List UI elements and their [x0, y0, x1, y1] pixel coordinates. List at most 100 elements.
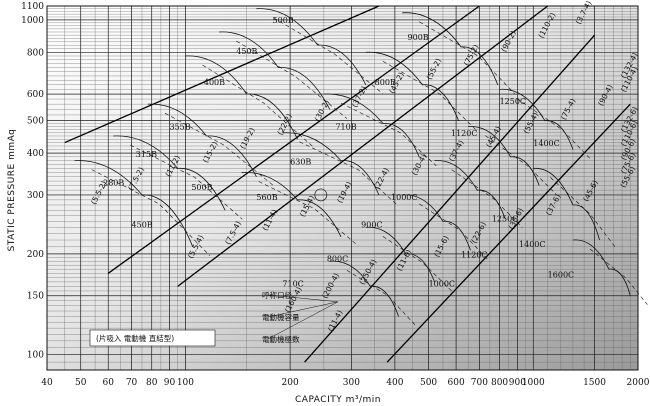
motor-limit-1000C [451, 169, 523, 228]
x-tick-label: 100 [177, 378, 194, 388]
x-tick-label: 1000 [522, 378, 545, 388]
motor-limit-800C [382, 236, 452, 292]
region-boundary [64, 5, 380, 144]
fan-curve-800B [365, 51, 459, 121]
y-tick-label: 200 [27, 250, 44, 260]
legend-title: (片吸入 電動機 直結型) [96, 333, 174, 343]
fan-curve-630B [282, 132, 380, 196]
fan-curve-900C [402, 194, 471, 251]
motor-limit-355B [164, 112, 274, 186]
region-label: 450B [236, 47, 257, 56]
x-tick-label: 800 [491, 378, 508, 388]
legend-item: 電動機容量 [262, 312, 300, 322]
x-tick-label: 2000 [627, 378, 650, 388]
legend-leader [267, 301, 339, 340]
y-tick-label: 100 [27, 351, 44, 361]
region-boundary [177, 5, 549, 287]
y-tick-label: 600 [27, 90, 44, 100]
fan-curve-710B [323, 93, 420, 157]
region-label: 900B [408, 33, 429, 42]
motor-limit-500B [273, 17, 384, 95]
region-label: 1000C [429, 279, 455, 288]
grid [46, 5, 639, 371]
region-boundary [386, 103, 631, 363]
region-label: 1250C [492, 214, 518, 223]
fan-curve-450B [219, 31, 331, 110]
y-ticks: 100 150 200 300 400 500 600 800 1000 1100 [21, 2, 44, 361]
region-label: 1250C [500, 97, 526, 106]
region-label: 1000C [391, 193, 417, 202]
fan-curve-1600C [572, 239, 631, 296]
fan-curve-900B [402, 12, 499, 85]
region-label: 1120C [461, 251, 487, 260]
series-curves [74, 8, 648, 326]
x-tick-label: 500 [420, 378, 437, 388]
motor-limit-900B [419, 21, 516, 95]
y-axis-title: STATIC PRESSURE mmAq [7, 129, 17, 252]
region-label: 710C [282, 279, 303, 288]
region-label: 450B [132, 220, 153, 229]
motor-limit-315B [130, 144, 243, 220]
fan-curve-1000C [434, 160, 506, 219]
x-tick-label: 90 [164, 378, 176, 388]
region-boundary [304, 34, 596, 363]
x-tick-label: 600 [448, 378, 465, 388]
region-boundary [107, 5, 480, 274]
region-label: 315B [136, 150, 157, 159]
x-tick-label: 40 [41, 378, 53, 388]
x-tick-label: 700 [471, 378, 488, 388]
region-label: 1400C [519, 240, 545, 249]
y-tick-label: 300 [27, 191, 44, 201]
x-tick-label: 1500 [583, 378, 606, 388]
region-labels: 280B 315B 355B 400B 450B 500B 450B 500B 560B 630B… [103, 16, 574, 289]
region-label: 630B [290, 157, 311, 166]
fan-curve-400B [185, 55, 298, 140]
x-ticks: 40 50 60 70 80 90 100 200 300 400 500 600 700 800 9001… [41, 378, 649, 388]
x-tick-label: 70 [126, 378, 138, 388]
region-label: 400B [204, 78, 225, 87]
region-label: 1120C [451, 129, 477, 138]
x-tick-label: 60 [103, 378, 115, 388]
x-tick-label: 900 [509, 378, 526, 388]
motor-limit-450B [236, 40, 348, 119]
region-label: 800C [327, 254, 348, 263]
y-tick-label: 400 [27, 149, 44, 159]
y-tick-label: 800 [27, 48, 44, 58]
legend-item: 電動機極数 [262, 334, 300, 344]
fan-curve-1400C [533, 167, 600, 241]
region-label: 800B [375, 78, 396, 87]
region-label: 1600C [548, 271, 574, 280]
fan-curve-355B [147, 103, 257, 177]
motor-limit-800B [382, 61, 476, 130]
fan-curve-710C [329, 260, 399, 317]
x-tick-label: 400 [386, 378, 403, 388]
region-label: 560B [256, 193, 277, 202]
motor-limit-900C [419, 203, 488, 260]
region-label: 500B [191, 183, 212, 192]
fan-curve-800C [365, 226, 435, 283]
x-tick-label: 80 [146, 378, 158, 388]
legend-leader [267, 294, 339, 303]
x-tick-label: 50 [75, 378, 87, 388]
x-tick-label: 200 [282, 378, 299, 388]
legend-leader [267, 301, 339, 318]
y-tick-label: 150 [27, 292, 44, 302]
plot-frame [46, 5, 639, 371]
fan-curve-500B [256, 8, 367, 85]
x-tick-label: 300 [343, 378, 360, 388]
region-label: 900C [361, 220, 382, 229]
fan-curve-315B [113, 135, 226, 211]
motor-limit-1120C [485, 135, 557, 195]
x-axis-title: CAPACITY m³/min [295, 395, 381, 405]
y-tick-label: 1100 [21, 2, 44, 12]
motor-limit-400B [202, 64, 315, 149]
legend-box [89, 329, 216, 347]
fan-curve-1250C [499, 88, 574, 150]
y-tick-label: 1000 [21, 16, 44, 26]
region-label: 710B [335, 123, 356, 132]
region-label: 280B [103, 179, 124, 188]
region-lines [64, 5, 631, 363]
motor-limit-1600C [589, 248, 648, 305]
fan-curve-560B [241, 172, 342, 237]
